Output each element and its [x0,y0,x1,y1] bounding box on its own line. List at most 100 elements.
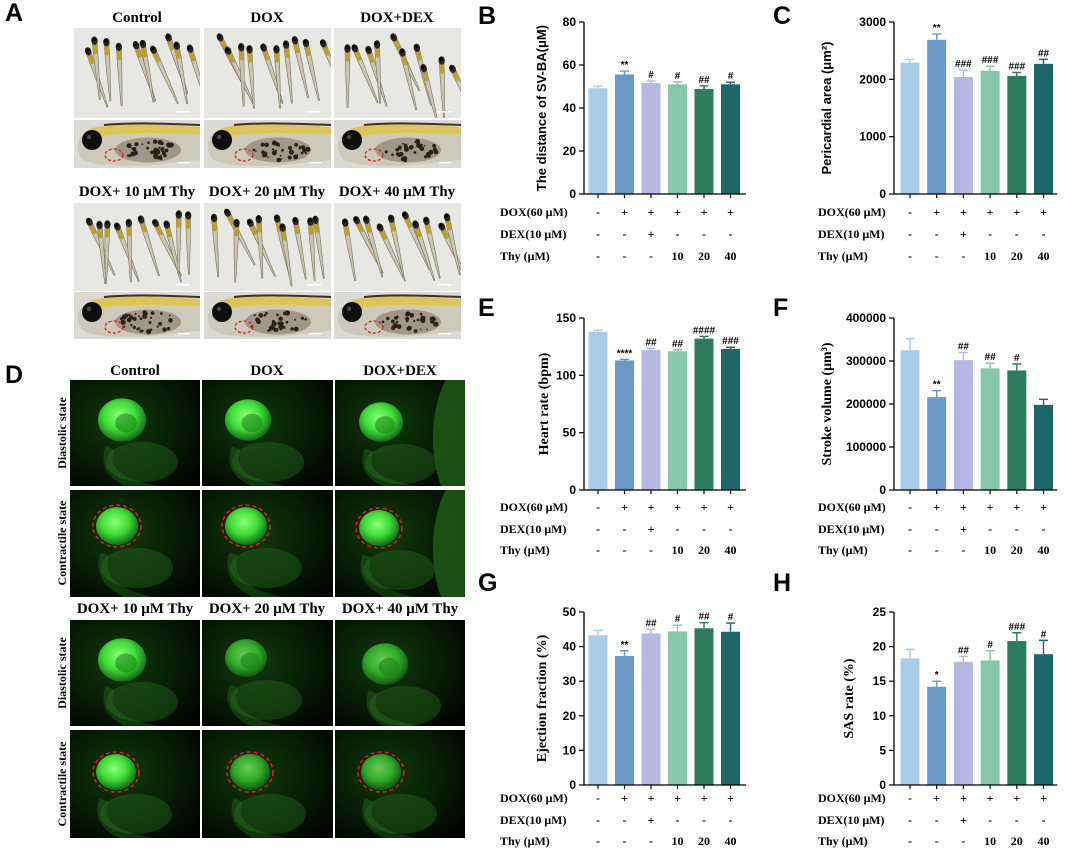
chart-e-treatment-cell: + [648,500,655,514]
heart-outline [355,507,403,549]
chart-b-error-bar-2 [620,70,629,75]
chart-b-y-tick-label: 20 [563,144,577,158]
chart-h-treatment-cell: - [935,834,939,848]
chart-f-panel-letter: F [773,294,788,322]
chart-e-panel-letter: E [478,294,495,322]
chart-h-significance-5: ### [1008,622,1025,633]
panel-a-larvae-image-dox [204,28,331,118]
chart-b-bar-1 [588,88,608,194]
chart-e-y-axis-label: Heart rate (bpm) [537,352,552,455]
chart-h-treatment-row-label: DEX(10 μM) [818,813,884,827]
panel-d-contractile-image-dox [202,490,333,597]
eye [212,302,232,322]
chart-g-treatment-cell: 20 [698,834,710,848]
chart-h-y-tick-label: 10 [873,709,887,723]
chart-b-significance-6: # [728,71,734,82]
chart-c-y-tick-label: 1000 [859,130,886,144]
chart-f-y-tick-label: 100000 [846,440,886,454]
chart-h-bar-1 [900,658,920,785]
scale-bar [309,162,321,164]
chart-g-treatment-cell: + [621,791,628,805]
chart-e-treatment-cell: - [676,522,680,536]
scale-bar [178,162,190,164]
chart-b-error-bar-1 [593,85,603,89]
chart-f-bar-4 [980,368,1000,490]
chart-h-treatment-row-label: DOX(60 μM) [818,791,886,805]
chart-c-bar-6 [1034,63,1053,194]
chart-g-bar-4 [668,631,687,785]
chart-c-error-bar-6 [1039,58,1048,64]
chart-e-treatment-cell: - [729,522,733,536]
panel-d-contractile-image-thy-20 [202,730,333,838]
eye [342,302,362,322]
chart-c-error-bar-3 [958,69,968,78]
chart-e-treatment-row-label: DEX(10 μM) [500,522,566,536]
chart-b-bar-5 [694,88,714,194]
chart-e-y-tick-label: 0 [569,483,576,497]
chart-e-treatment-cell: - [596,500,600,514]
chart-f-y-tick-label: 200000 [846,397,886,411]
chart-g-treatment-cell: - [676,813,680,827]
chart-e-bar-5 [694,338,714,490]
chart-c-error-bar-2 [932,33,942,40]
panel-a-larvae-image-thy-10 [74,203,200,291]
chart-b-y-axis-label: The distance of SV-BA(μM) [534,25,549,191]
chart-b-bar-2 [615,74,634,194]
chart-c-treatment-cell: - [1042,227,1046,241]
chart-h-y-tick-label: 0 [879,778,886,792]
chart-c-error-bar-1 [905,58,915,63]
chart-c-treatment-cell: 20 [1011,249,1023,263]
panel-a-title-dox-dex: DOX+DEX [360,10,434,26]
chart-h-error-bar-3 [958,655,968,662]
chart-g-treatment-cell: - [596,813,600,827]
chart-b-treatment-cell: - [649,249,653,263]
chart-h-treatment-cell: - [988,813,992,827]
chart-g-y-axis-label: Ejection fraction (%) [535,634,550,762]
panel-a-closeup-image-thy-10 [74,292,200,339]
chart-f-y-tick-label: 400000 [846,311,886,325]
chart-h-error-bar-4 [985,650,995,661]
chart-e-error-bar-6 [726,346,735,349]
chart-g-treatment-cell: + [727,791,734,805]
chart-f: F**#### #0100000200000300000400000Stroke … [773,294,1058,557]
chart-h-error-bar-6 [1039,639,1048,655]
eye [342,130,362,150]
chart-h-treatment-cell: + [1013,791,1020,805]
chart-e-error-bar-3 [646,347,656,351]
chart-b-y-tick-label: 80 [563,15,577,29]
chart-e-treatment-cell: - [649,543,653,557]
chart-f-bar-2 [927,397,947,490]
chart-e-treatment-cell: - [623,543,627,557]
chart-e-treatment-cell: 10 [672,543,684,557]
chart-e-treatment-row-label: Thy (μM) [500,543,550,557]
chart-c-bar-5 [1007,75,1027,194]
panel-d-title-control: Control [110,363,160,379]
panel-a-title-dox: DOX [250,10,284,26]
eye [82,130,102,150]
chart-h-treatment-cell: + [933,791,940,805]
chart-h-y-tick-label: 15 [873,674,887,688]
chart-g-treatment-cell: - [649,834,653,848]
chart-b-significance-5: ## [698,75,710,86]
chart-e-treatment-cell: - [623,522,627,536]
chart-c-treatment-cell: - [908,249,912,263]
chart-c-treatment-cell: - [908,227,912,241]
chart-f-treatment-cell: + [960,500,967,514]
chart-b-treatment-row-label: Thy (μM) [500,249,550,263]
panel-a-title-control: Control [112,10,162,26]
chart-f-treatment-cell: 20 [1011,543,1023,557]
panel-a-larvae-image-dox-dex [334,28,461,118]
chart-b-error-bar-3 [646,80,656,84]
chart-h-treatment-cell: - [935,813,939,827]
chart-e-y-tick-label: 50 [563,426,577,440]
chart-b-treatment-cell: 20 [698,249,710,263]
chart-c-bar-1 [900,62,920,194]
chart-g-treatment-cell: + [701,791,708,805]
panel-a-title-thy-20: DOX+ 20 μM Thy [208,184,326,200]
panel-a-closeup-image-dox-dex [334,120,461,168]
chart-h-bar-5 [1007,641,1027,785]
panel-d-title-thy-40: DOX+ 40 μM Thy [341,601,459,617]
chart-c-treatment-cell: + [987,205,994,219]
chart-f-treatment-cell: + [933,500,940,514]
